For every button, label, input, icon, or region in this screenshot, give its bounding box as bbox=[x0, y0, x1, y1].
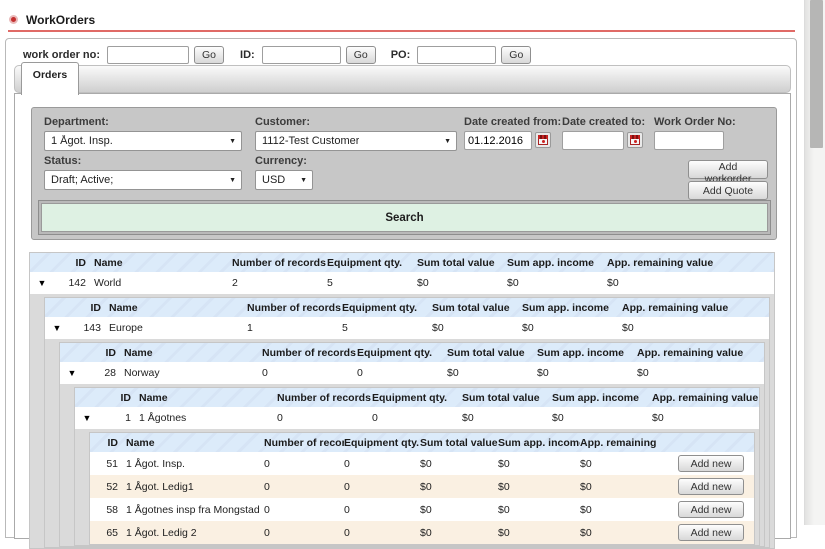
group-table-europe: ID Name Number of records Equipment qty.… bbox=[44, 297, 770, 548]
red-bullet-icon bbox=[9, 15, 18, 24]
currency-select[interactable]: USD ▼ bbox=[255, 170, 313, 190]
header-divider bbox=[8, 30, 795, 32]
collapse-triangle-icon[interactable]: ▼ bbox=[52, 323, 62, 333]
date-from-input[interactable] bbox=[464, 131, 532, 150]
table-row[interactable]: 58 1 Ågotnes insp fra Mongstad 0 0 $0 $0… bbox=[90, 498, 754, 521]
page-header: WorkOrders bbox=[0, 0, 800, 32]
collapse-triangle-icon[interactable]: ▼ bbox=[67, 368, 77, 378]
table-header: ID Name Number of records Equipment qty.… bbox=[75, 388, 759, 407]
table-row[interactable]: 65 1 Ågot. Ledig 2 0 0 $0 $0 $0 bbox=[90, 521, 754, 544]
table-header: ID Name Number of records Equipment qty.… bbox=[90, 433, 754, 452]
po-label: PO: bbox=[390, 48, 411, 61]
search-button[interactable]: Search bbox=[41, 203, 768, 232]
work-order-no-label: work order no: bbox=[23, 48, 101, 61]
date-to-input[interactable] bbox=[562, 131, 624, 150]
date-from-label: Date created from: bbox=[464, 116, 562, 128]
group-table-agotnes: ID Name Number of records Equipment qty.… bbox=[74, 387, 760, 546]
add-new-button[interactable]: Add new bbox=[678, 455, 744, 472]
quick-search-bar: work order no: Go ID: Go PO: Go bbox=[6, 39, 796, 65]
group-row[interactable]: ▼ 143 Europe 1 5 $0 $0 $0 bbox=[45, 317, 769, 339]
status-select[interactable]: Draft; Active; ▼ bbox=[44, 170, 242, 190]
results-tree: ID Name Number of records Equipment qty.… bbox=[29, 252, 775, 549]
table-row[interactable]: 51 1 Ågot. Insp. 0 0 $0 $0 $0 bbox=[90, 452, 754, 475]
group-row[interactable]: ▼ 1 1 Ågotnes 0 0 $0 $0 $0 bbox=[75, 407, 759, 429]
calendar-icon[interactable] bbox=[535, 132, 551, 148]
add-workorder-button[interactable]: Add workorder bbox=[688, 160, 768, 185]
id-label: ID: bbox=[240, 48, 255, 61]
collapse-triangle-icon[interactable]: ▼ bbox=[37, 278, 47, 288]
add-new-button[interactable]: Add new bbox=[678, 524, 744, 541]
calendar-icon[interactable] bbox=[627, 132, 643, 148]
vertical-scrollbar[interactable] bbox=[804, 0, 825, 525]
id-input[interactable] bbox=[261, 45, 341, 64]
table-header: ID Name Number of records Equipment qty.… bbox=[45, 298, 769, 317]
customer-combobox[interactable]: 1112-Test Customer ▼ bbox=[255, 131, 457, 151]
chevron-down-icon: ▼ bbox=[444, 138, 451, 145]
add-new-button[interactable]: Add new bbox=[678, 478, 744, 495]
work-order-no-filter-input[interactable] bbox=[654, 131, 724, 150]
collapse-triangle-icon[interactable]: ▼ bbox=[82, 413, 92, 423]
main-panel: work order no: Go ID: Go PO: Go Orders D… bbox=[5, 38, 797, 549]
chevron-down-icon: ▼ bbox=[300, 177, 307, 184]
status-label: Status: bbox=[44, 155, 82, 167]
add-new-button[interactable]: Add new bbox=[678, 501, 744, 518]
tab-strip bbox=[14, 65, 791, 93]
po-input[interactable] bbox=[417, 45, 497, 64]
leaf-table: ID Name Number of records Equipment qty.… bbox=[89, 432, 755, 545]
table-header: ID Name Number of records Equipment qty.… bbox=[60, 343, 764, 362]
page-title: WorkOrders bbox=[26, 13, 96, 27]
id-go-button[interactable]: Go bbox=[345, 45, 376, 64]
chevron-down-icon: ▼ bbox=[229, 177, 236, 184]
scrollbar-thumb[interactable] bbox=[810, 0, 823, 148]
currency-label: Currency: bbox=[255, 155, 307, 167]
table-header: ID Name Number of records Equipment qty.… bbox=[30, 253, 774, 272]
department-label: Department: bbox=[44, 116, 109, 128]
add-quote-button[interactable]: Add Quote bbox=[688, 181, 768, 200]
orders-tab-panel: Department: 1 Ågot. Insp. ▼ Customer: 11… bbox=[14, 93, 791, 549]
group-table-world: ID Name Number of records Equipment qty.… bbox=[29, 252, 775, 549]
group-table-norway: ID Name Number of records Equipment qty.… bbox=[59, 342, 765, 547]
chevron-down-icon: ▼ bbox=[229, 138, 236, 145]
filter-panel: Department: 1 Ågot. Insp. ▼ Customer: 11… bbox=[31, 107, 777, 240]
group-row[interactable]: ▼ 28 Norway 0 0 $0 $0 $0 bbox=[60, 362, 764, 384]
work-order-go-button[interactable]: Go bbox=[194, 45, 225, 64]
department-select[interactable]: 1 Ågot. Insp. ▼ bbox=[44, 131, 242, 151]
date-to-label: Date created to: bbox=[562, 116, 646, 128]
table-row[interactable]: 52 1 Ågot. Ledig1 0 0 $0 $0 $0 bbox=[90, 475, 754, 498]
po-go-button[interactable]: Go bbox=[501, 45, 532, 64]
tab-orders[interactable]: Orders bbox=[21, 62, 79, 95]
group-row[interactable]: ▼ 142 World 2 5 $0 $0 $0 bbox=[30, 272, 774, 294]
search-button-frame: Search bbox=[38, 200, 771, 235]
work-order-no-input[interactable] bbox=[107, 45, 190, 64]
customer-label: Customer: bbox=[255, 116, 311, 128]
work-order-no-filter-label: Work Order No: bbox=[654, 116, 736, 128]
